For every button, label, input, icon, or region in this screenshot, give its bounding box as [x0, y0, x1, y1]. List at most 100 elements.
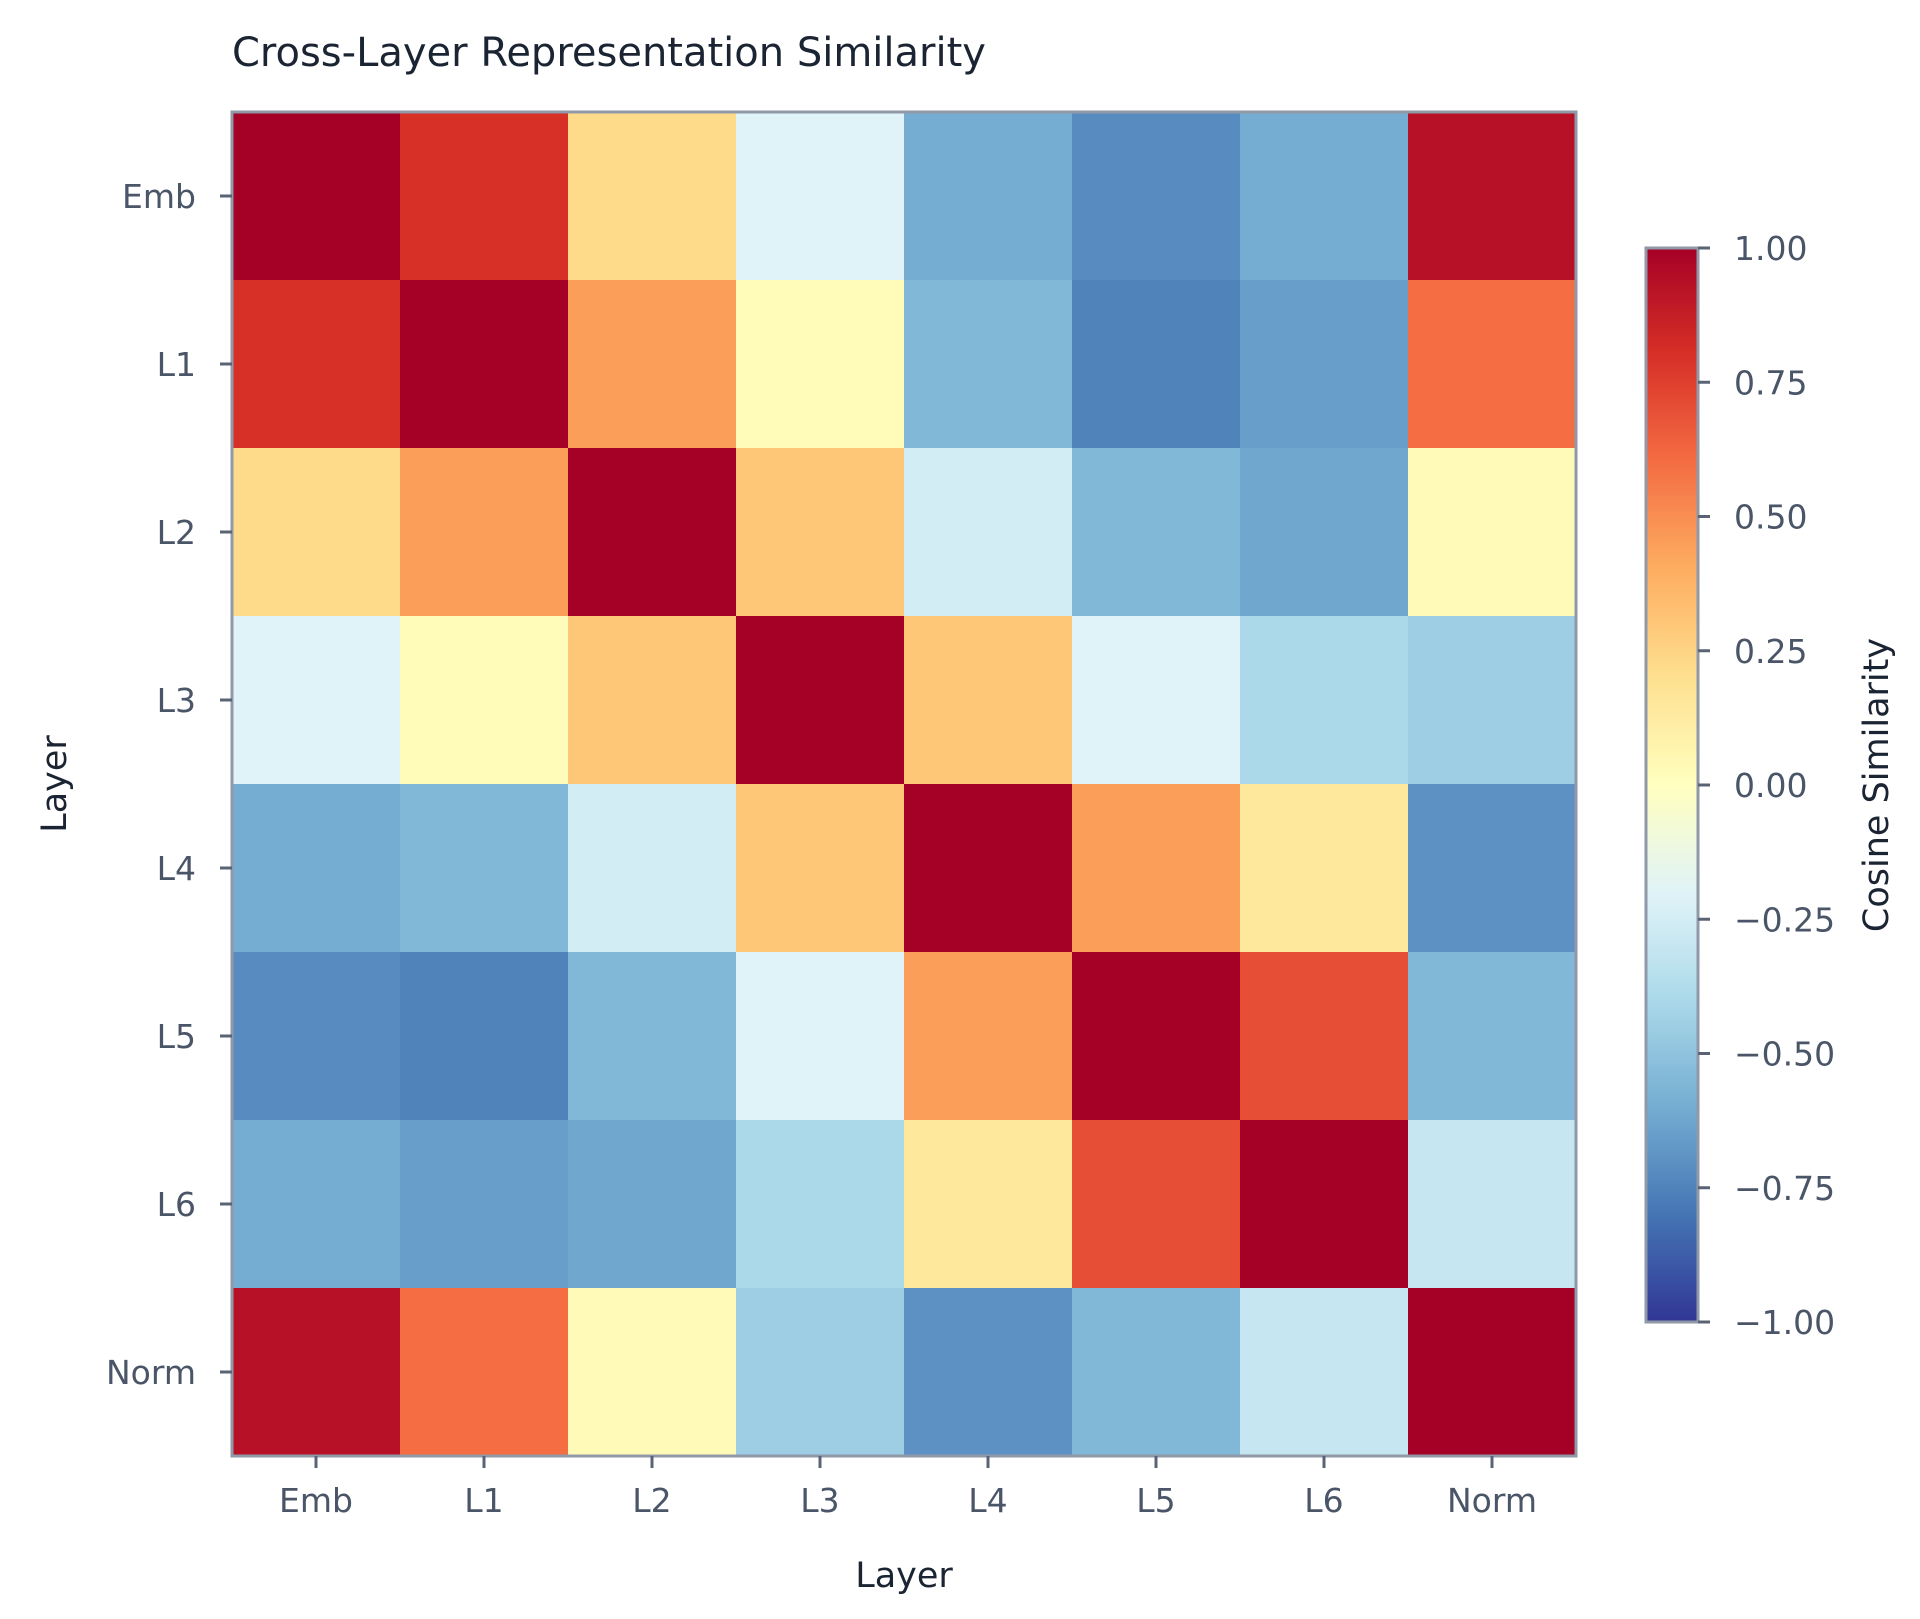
heatmap-cell-l3-l5 — [1072, 616, 1241, 785]
y-tick-label: L6 — [157, 1185, 196, 1224]
heatmap-cell-emb-norm — [1408, 112, 1577, 281]
colorbar-tick-label: −1.00 — [1734, 1303, 1835, 1342]
y-axis-label: Layer — [35, 735, 75, 833]
x-tick-label: L5 — [1136, 1481, 1175, 1520]
heatmap-cell-l6-l4 — [904, 1120, 1073, 1289]
heatmap-cell-l5-l3 — [736, 952, 905, 1121]
heatmap-cell-norm-l6 — [1240, 1288, 1409, 1457]
colorbar-tick-label: −0.75 — [1734, 1169, 1835, 1208]
x-tick-label: Emb — [279, 1481, 353, 1520]
x-tick-label: L2 — [632, 1481, 671, 1520]
heatmap-cell-l6-l2 — [568, 1120, 737, 1289]
heatmap-cell-l2-l4 — [904, 448, 1073, 617]
y-tick-label: L5 — [157, 1017, 196, 1056]
heatmap-cell-l1-l3 — [736, 280, 905, 449]
heatmap-cell-l1-emb — [232, 280, 401, 449]
colorbar-label: Cosine Similarity — [1857, 638, 1897, 932]
heatmap-cell-l1-l4 — [904, 280, 1073, 449]
heatmap-cell-norm-norm — [1408, 1288, 1577, 1457]
heatmap-cell-norm-l4 — [904, 1288, 1073, 1457]
heatmap-cell-l4-l5 — [1072, 784, 1241, 953]
heatmap-cell-l5-l4 — [904, 952, 1073, 1121]
heatmap-cell-l2-emb — [232, 448, 401, 617]
heatmap-cell-norm-emb — [232, 1288, 401, 1457]
heatmap-cell-l6-norm — [1408, 1120, 1577, 1289]
heatmap-cell-l4-l1 — [400, 784, 569, 953]
heatmap-cell-l2-norm — [1408, 448, 1577, 617]
colorbar-tick-label: −0.50 — [1734, 1035, 1835, 1074]
heatmap-cell-l2-l5 — [1072, 448, 1241, 617]
heatmap-cell-emb-l2 — [568, 112, 737, 281]
x-axis-label: Layer — [855, 1556, 953, 1596]
x-axis: Emb L1 L2 L3 L4 L5 L6 Norm — [279, 1456, 1537, 1520]
colorbar-tick-label: 1.00 — [1734, 229, 1807, 268]
heatmap-cell-l3-norm — [1408, 616, 1577, 785]
y-tick-label: L2 — [157, 513, 196, 552]
heatmap-cell-norm-l3 — [736, 1288, 905, 1457]
y-tick-label: L4 — [157, 849, 196, 888]
heatmap-cell-l6-l5 — [1072, 1120, 1241, 1289]
heatmap-cell-l5-norm — [1408, 952, 1577, 1121]
heatmap-cell-l3-l3 — [736, 616, 905, 785]
heatmap-cell-emb-l1 — [400, 112, 569, 281]
heatmap-cell-l5-l1 — [400, 952, 569, 1121]
heatmap-cell-l4-l2 — [568, 784, 737, 953]
heatmap-cell-l5-emb — [232, 952, 401, 1121]
heatmap-cell-l4-l6 — [1240, 784, 1409, 953]
heatmap-cell-l2-l2 — [568, 448, 737, 617]
heatmap-cell-l3-l2 — [568, 616, 737, 785]
heatmap-cell-l1-norm — [1408, 280, 1577, 449]
heatmap-cell-l5-l6 — [1240, 952, 1409, 1121]
heatmap-cell-l6-l6 — [1240, 1120, 1409, 1289]
heatmap-cell-l1-l6 — [1240, 280, 1409, 449]
heatmap-cell-l1-l5 — [1072, 280, 1241, 449]
colorbar-tick-label: 0.25 — [1734, 632, 1807, 671]
heatmap-cell-l5-l5 — [1072, 952, 1241, 1121]
heatmap-cell-l4-l4 — [904, 784, 1073, 953]
y-axis: Emb L1 L2 L3 L4 L5 L6 Norm — [106, 177, 232, 1392]
heatmap-cell-norm-l5 — [1072, 1288, 1241, 1457]
y-tick-label: Norm — [106, 1353, 196, 1392]
heatmap-cell-l3-l1 — [400, 616, 569, 785]
y-tick-label: L3 — [157, 681, 196, 720]
heatmap-cell-l4-norm — [1408, 784, 1577, 953]
colorbar-tick-label: 0.50 — [1734, 498, 1807, 537]
x-tick-label: L1 — [464, 1481, 503, 1520]
heatmap-cell-norm-l1 — [400, 1288, 569, 1457]
heatmap-cells — [232, 112, 1577, 1457]
x-tick-label: Norm — [1447, 1481, 1537, 1520]
heatmap-cell-l2-l1 — [400, 448, 569, 617]
heatmap-cell-l4-emb — [232, 784, 401, 953]
heatmap-cell-l3-emb — [232, 616, 401, 785]
heatmap-cell-l6-emb — [232, 1120, 401, 1289]
heatmap-cell-l5-l2 — [568, 952, 737, 1121]
heatmap-cell-emb-l3 — [736, 112, 905, 281]
colorbar: 1.00 0.75 0.50 0.25 0.00 −0.25 −0.50 −0.75 −1.00… — [1644, 229, 1897, 1342]
x-tick-label: L3 — [800, 1481, 839, 1520]
heatmap-cell-emb-l4 — [904, 112, 1073, 281]
colorbar-ticks: 1.00 0.75 0.50 0.25 0.00 −0.25 −0.50 −0.75 −1.00 — [1698, 229, 1835, 1342]
heatmap-cell-norm-l2 — [568, 1288, 737, 1457]
heatmap-cell-l6-l1 — [400, 1120, 569, 1289]
colorbar-tick-label: 0.00 — [1734, 766, 1807, 805]
heatmap-cell-l2-l6 — [1240, 448, 1409, 617]
colorbar-tick-label: −0.25 — [1734, 900, 1835, 939]
x-tick-label: L4 — [968, 1481, 1007, 1520]
heatmap-cell-l4-l3 — [736, 784, 905, 953]
y-tick-label: L1 — [157, 345, 196, 384]
heatmap-cell-emb-l6 — [1240, 112, 1409, 281]
chart-title: Cross-Layer Representation Similarity — [232, 30, 986, 76]
heatmap-cell-l3-l4 — [904, 616, 1073, 785]
heatmap-cell-emb-emb — [232, 112, 401, 281]
heatmap-cell-l1-l1 — [400, 280, 569, 449]
heatmap-cell-l3-l6 — [1240, 616, 1409, 785]
heatmap-cell-l2-l3 — [736, 448, 905, 617]
y-tick-label: Emb — [122, 177, 196, 216]
plot-frame — [230, 110, 1578, 1458]
colorbar-gradient — [1644, 246, 1700, 1324]
colorbar-tick-label: 0.75 — [1734, 363, 1807, 402]
x-tick-label: L6 — [1304, 1481, 1343, 1520]
heatmap-cell-emb-l5 — [1072, 112, 1241, 281]
heatmap-cell-l6-l3 — [736, 1120, 905, 1289]
